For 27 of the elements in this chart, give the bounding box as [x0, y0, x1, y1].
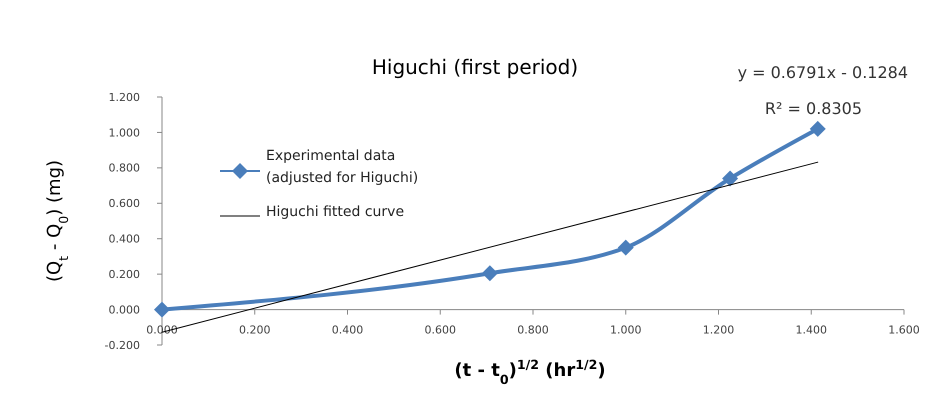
point — [810, 120, 826, 137]
x-axis-title: (t - t$_{0}$)$^{1/2}$ (hr$^{1/2}$) — [454, 356, 606, 386]
x-tick-label: 1.000 — [610, 324, 642, 337]
annotation: R² = 0.8305 — [764, 99, 862, 118]
y-tick-label: 0.600 — [108, 197, 140, 210]
y-tick-label: 0.200 — [108, 268, 140, 281]
point — [482, 265, 498, 282]
x-tick-label: 1.200 — [702, 324, 734, 337]
point — [722, 170, 738, 186]
x-tick-label: 0.800 — [517, 324, 549, 337]
text: y = 0.6791x - 0.1284 — [738, 63, 908, 82]
y-tick-label: 1.200 — [108, 90, 140, 104]
chart-title: Higuchi (first period) — [372, 55, 578, 79]
y-tick-label: 0.000 — [108, 303, 140, 316]
legend-label: Experimental data (adjusted for Higuchi) — [266, 148, 418, 186]
x-tick-label: 0.600 — [424, 324, 456, 337]
x-tick-label: 0.200 — [239, 324, 270, 337]
x-tick-label: 0.400 — [332, 324, 364, 337]
y-tick-label: 0.400 — [108, 232, 140, 246]
y-tick-label: 0.800 — [108, 162, 140, 175]
point — [154, 302, 170, 318]
legend-label: Higuchi fitted curve — [266, 204, 404, 220]
x-tick-label: 1.600 — [888, 324, 920, 337]
y-tick-label: -0.200 — [104, 338, 140, 352]
point — [618, 240, 634, 256]
x-tick-label: 1.400 — [796, 324, 827, 337]
y-tick-label: 1.000 — [108, 126, 140, 140]
